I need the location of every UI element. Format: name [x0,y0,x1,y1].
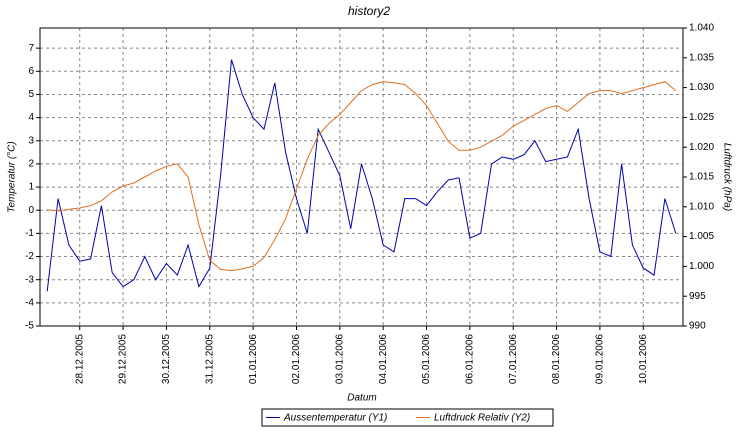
y-tick-label: 3 [28,135,34,146]
x-tick-label: 01.01.2006 [248,334,259,384]
x-tick-label: 04.01.2006 [378,334,389,384]
y-tick-label: 0 [28,205,34,216]
x-tick-label: 30.12.2005 [161,334,172,384]
y-tick-label: -3 [25,274,34,285]
y2-tick-label: 1.015 [689,172,714,183]
y-tick-label: -2 [25,251,34,262]
legend [261,408,554,427]
y-tick-label: -5 [25,321,34,332]
x-tick-label: 29.12.2005 [118,334,129,384]
x-tick-label: 05.01.2006 [421,334,432,384]
x-tick-label: 31.12.2005 [204,334,215,384]
y-tick-label: 5 [28,89,34,100]
x-tick-label: 06.01.2006 [465,334,476,384]
y2-tick-label: 995 [689,291,706,302]
y2-tick-label: 1.005 [689,231,714,242]
y2-tick-label: 1.030 [689,82,714,93]
x-tick-label: 10.01.2006 [638,334,649,384]
y-tick-label: 6 [28,66,34,77]
y-tick-label: 7 [28,43,34,54]
x-axis-label: Datum [347,393,376,404]
x-tick-label: 07.01.2006 [508,334,519,384]
x-tick-label: 03.01.2006 [334,334,345,384]
data-line [47,81,677,272]
y-tick-label: 1 [28,182,34,193]
y-tick-label: 2 [28,159,34,170]
x-tick-label: 09.01.2006 [595,334,606,384]
data-line [46,59,677,292]
y2-tick-label: 1.025 [689,112,714,123]
y-tick-label: 4 [28,112,34,123]
y2-tick-label: 1.040 [689,23,714,34]
y-tick-label: -4 [25,297,34,308]
x-tick-label: 02.01.2006 [291,334,302,384]
y2-tick-label: 1.010 [689,201,714,212]
legend-label: Luftdruck Relativ (Y2) [434,413,530,424]
chart-title: history2 [348,4,390,18]
y2-tick-label: 1.035 [689,52,714,63]
y2-tick-label: 990 [689,321,706,332]
y2-axis-label: Luftdruck (hPa) [721,143,732,211]
y-axis-label: Temperatur (°C) [7,141,18,212]
legend-label: Aussentemperatur (Y1) [283,413,387,424]
y2-tick-label: 1.020 [689,142,714,153]
x-tick-label: 28.12.2005 [74,334,85,384]
plot-frame [39,27,684,327]
y2-tick-label: 1.000 [689,261,714,272]
x-tick-label: 08.01.2006 [551,334,562,384]
y-tick-label: -1 [25,228,34,239]
